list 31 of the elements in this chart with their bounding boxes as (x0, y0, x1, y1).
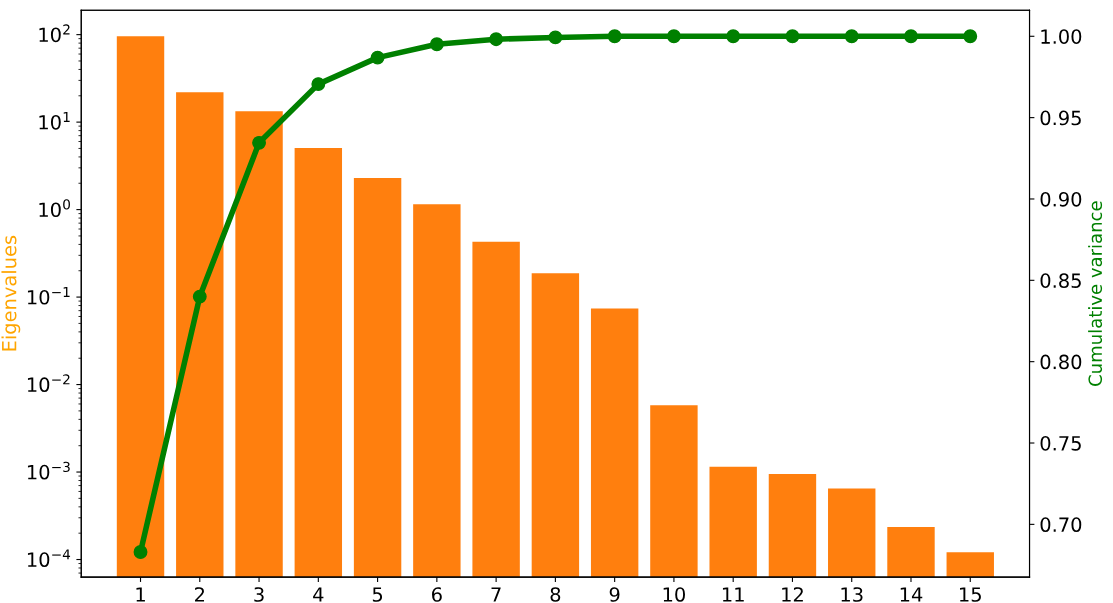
x-tick-label: 10 (663, 587, 685, 602)
y-tick-label: 10$^{−1}$ (27, 286, 70, 305)
y-tick-label: 10$^{1}$ (39, 112, 70, 130)
x-tick-label: 1 (136, 587, 145, 602)
x-tick-label: 7 (491, 587, 501, 602)
x-tick-label: 14 (900, 587, 923, 602)
y2-tick-label: 0.75 (1040, 435, 1081, 451)
x-tick-label: 6 (432, 587, 442, 602)
y-tick-label: 10$^{0}$ (39, 199, 70, 218)
y-tick-label: 10$^{−4}$ (27, 549, 71, 568)
x-tick-label: 9 (609, 587, 620, 602)
y2-axis-title: Cumulative variance (1088, 201, 1103, 386)
y2-tick-label: 0.90 (1040, 191, 1082, 207)
y2-tick-label: 0.85 (1040, 273, 1081, 288)
y2-tick-label: 1.00 (1041, 29, 1082, 44)
x-tick-label: 12 (782, 587, 803, 602)
x-tick-label: 8 (550, 587, 561, 602)
x-tick-label: 15 (960, 587, 981, 602)
x-tick-label: 4 (313, 587, 324, 602)
y-axis-title: Eigenvalues (1, 235, 21, 351)
x-tick-label: 2 (195, 587, 205, 602)
x-tick-label: 3 (254, 587, 264, 602)
x-tick-label: 11 (722, 587, 744, 602)
y2-tick-label: 0.95 (1040, 110, 1081, 126)
y2-tick-label: 0.70 (1040, 517, 1082, 533)
x-tick-label: 5 (372, 587, 383, 602)
y-tick-label: 10$^{−3}$ (27, 461, 70, 480)
y-tick-label: 10$^{2}$ (39, 24, 70, 43)
y2-tick-label: 0.80 (1040, 354, 1082, 370)
y-tick-label: 10$^{−2}$ (27, 374, 70, 393)
x-tick-label: 13 (841, 587, 863, 602)
